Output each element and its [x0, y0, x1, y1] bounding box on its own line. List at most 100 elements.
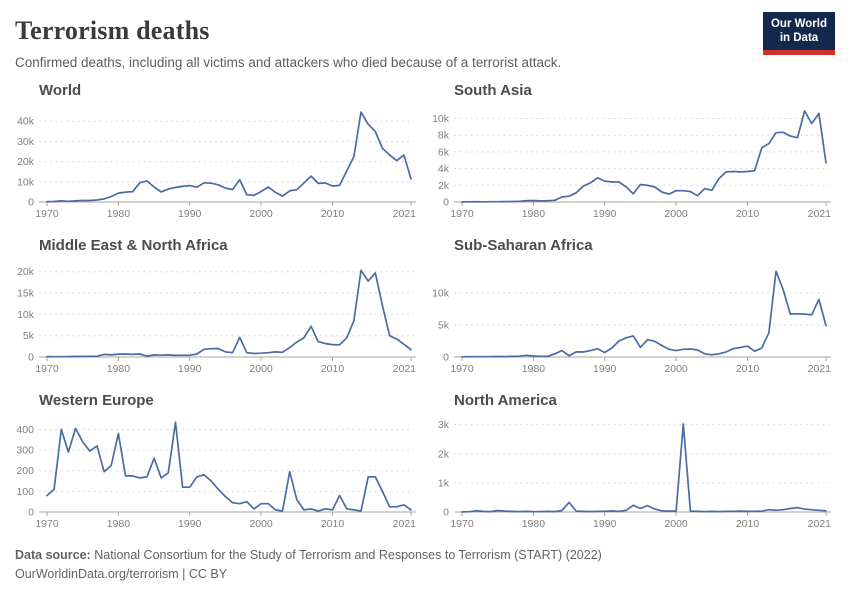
- x-tick-label: 1970: [35, 208, 59, 220]
- panel-title: South Asia: [454, 82, 532, 99]
- y-tick-label: 0: [28, 507, 34, 519]
- panel-title: North America: [454, 392, 557, 409]
- y-tick-label: 10k: [432, 113, 450, 125]
- data-line: [461, 423, 827, 513]
- x-tick-label: 2000: [249, 518, 273, 530]
- y-tick-label: 20k: [17, 266, 35, 278]
- chart-footer: Data source: National Consortium for the…: [0, 536, 850, 585]
- y-tick-label: 2k: [438, 180, 450, 192]
- x-tick-label: 2000: [664, 363, 688, 375]
- panel-title: Sub-Saharan Africa: [454, 237, 593, 254]
- page-title: Terrorism deaths: [15, 16, 210, 45]
- south-asia-line-chart: 0 2k 4k 6k 8k 10k 1970 1980 1990 2000 2010 2021: [432, 110, 832, 220]
- x-tick-label: 1990: [593, 363, 617, 375]
- x-tick-label: 1990: [178, 363, 202, 375]
- north-america-line-chart: 0 1k 2k 3k 1970 1980 1990 2000 2010 2021: [438, 419, 832, 530]
- x-tick-label: 2021: [393, 208, 417, 220]
- small-multiples-grid: World 0 10k 20k 30k 40k 1970 1980 1990 2000 2010 2…: [0, 70, 850, 536]
- chart-header: Terrorism deaths Confirmed deaths, inclu…: [0, 0, 850, 70]
- license-line: OurWorldinData.org/terrorism | CC BY: [15, 567, 228, 582]
- y-tick-label: 0: [28, 197, 34, 209]
- y-tick-label: 2k: [438, 448, 450, 460]
- chart-panel-sub-saharan-africa: Sub-Saharan Africa 0 5k 10k 1970 1980 1990 200…: [430, 235, 835, 381]
- owid-logo-line1: Our World: [770, 17, 827, 30]
- y-tick-label: 6k: [438, 146, 450, 158]
- panel-title: Middle East & North Africa: [39, 237, 228, 254]
- y-tick-label: 5k: [23, 330, 35, 342]
- y-tick-label: 0: [443, 197, 449, 209]
- y-tick-label: 5k: [438, 320, 450, 332]
- x-tick-label: 2010: [321, 518, 345, 530]
- x-tick-label: 2021: [808, 363, 832, 375]
- x-tick-label: 1980: [522, 363, 546, 375]
- y-tick-label: 300: [16, 445, 34, 457]
- x-tick-label: 1990: [593, 208, 617, 220]
- x-tick-label: 1990: [178, 208, 202, 220]
- panel-title: World: [39, 82, 82, 99]
- chart-panel-south-asia: South Asia 0 2k 4k 6k 8k 10k 1970 1980 1990 2000 2…: [430, 80, 835, 226]
- x-tick-label: 2021: [393, 363, 417, 375]
- data-source-text: National Consortium for the Study of Ter…: [94, 548, 602, 562]
- x-tick-label: 2010: [736, 363, 760, 375]
- x-tick-label: 1980: [522, 518, 546, 530]
- y-tick-label: 20k: [17, 156, 35, 168]
- data-source-line: Data source: National Consortium for the…: [15, 546, 835, 565]
- x-tick-label: 1970: [450, 518, 474, 530]
- data-source-label: Data source:: [15, 548, 91, 562]
- data-line: [461, 110, 827, 203]
- x-tick-label: 1970: [450, 363, 474, 375]
- x-tick-label: 1970: [35, 518, 59, 530]
- y-tick-label: 10k: [432, 288, 450, 300]
- x-tick-label: 1980: [107, 363, 131, 375]
- y-tick-label: 40k: [17, 116, 35, 128]
- x-tick-label: 1980: [107, 518, 131, 530]
- x-tick-label: 2000: [664, 208, 688, 220]
- y-tick-label: 10k: [17, 309, 35, 321]
- chart-panel-north-america: North America 0 1k 2k 3k 1970 1980 1990 2000 201…: [430, 390, 835, 536]
- x-tick-label: 2000: [664, 518, 688, 530]
- chart-panel-world: World 0 10k 20k 30k 40k 1970 1980 1990 2000 2010 2…: [15, 80, 420, 226]
- x-tick-label: 1970: [35, 363, 59, 375]
- y-tick-label: 0: [28, 352, 34, 364]
- y-tick-label: 400: [16, 424, 34, 436]
- y-tick-label: 30k: [17, 136, 35, 148]
- y-tick-label: 0: [443, 352, 449, 364]
- chart-subtitle: Confirmed deaths, including all victims …: [15, 55, 562, 70]
- x-tick-label: 2000: [249, 363, 273, 375]
- chart-panel-western-europe: Western Europe 0 100 200 300 400 1970 1980 1990…: [15, 390, 420, 536]
- x-tick-label: 2021: [808, 518, 832, 530]
- x-tick-label: 2010: [736, 518, 760, 530]
- data-line: [46, 421, 412, 512]
- y-tick-label: 10k: [17, 176, 35, 188]
- x-tick-label: 2000: [249, 208, 273, 220]
- owid-logo: Our World in Data: [763, 12, 835, 55]
- chart-panel-middle-east-north-africa: Middle East & North Africa 0 5k 10k 15k 20k 1…: [15, 235, 420, 381]
- data-line: [46, 111, 412, 203]
- y-tick-label: 8k: [438, 130, 450, 142]
- x-tick-label: 1980: [522, 208, 546, 220]
- x-tick-label: 2010: [321, 208, 345, 220]
- x-tick-label: 1970: [450, 208, 474, 220]
- y-tick-label: 1k: [438, 477, 450, 489]
- x-tick-label: 1990: [593, 518, 617, 530]
- sub-saharan-africa-line-chart: 0 5k 10k 1970 1980 1990 2000 2010 2021: [432, 270, 832, 375]
- western-europe-line-chart: 0 100 200 300 400 1970 1980 1990 2000 2010 2021: [16, 421, 417, 530]
- y-tick-label: 100: [16, 486, 34, 498]
- x-tick-label: 1980: [107, 208, 131, 220]
- world-line-chart: 0 10k 20k 30k 40k 1970 1980 1990 2000 2010 2021: [17, 111, 417, 220]
- y-tick-label: 3k: [438, 419, 450, 431]
- y-tick-label: 15k: [17, 288, 35, 300]
- data-line: [46, 269, 412, 358]
- y-tick-label: 200: [16, 465, 34, 477]
- y-tick-label: 0: [443, 507, 449, 519]
- owid-logo-line2: in Data: [779, 32, 819, 44]
- x-tick-label: 1990: [178, 518, 202, 530]
- x-tick-label: 2021: [393, 518, 417, 530]
- data-line: [461, 270, 827, 358]
- x-tick-label: 2010: [736, 208, 760, 220]
- mena-line-chart: 0 5k 10k 15k 20k 1970 1980 1990 2000 2010 2021: [17, 266, 417, 375]
- logo-red-bar: [763, 50, 835, 55]
- owid-logo-box: Our World in Data: [763, 12, 835, 50]
- x-tick-label: 2021: [808, 208, 832, 220]
- y-tick-label: 4k: [438, 163, 450, 175]
